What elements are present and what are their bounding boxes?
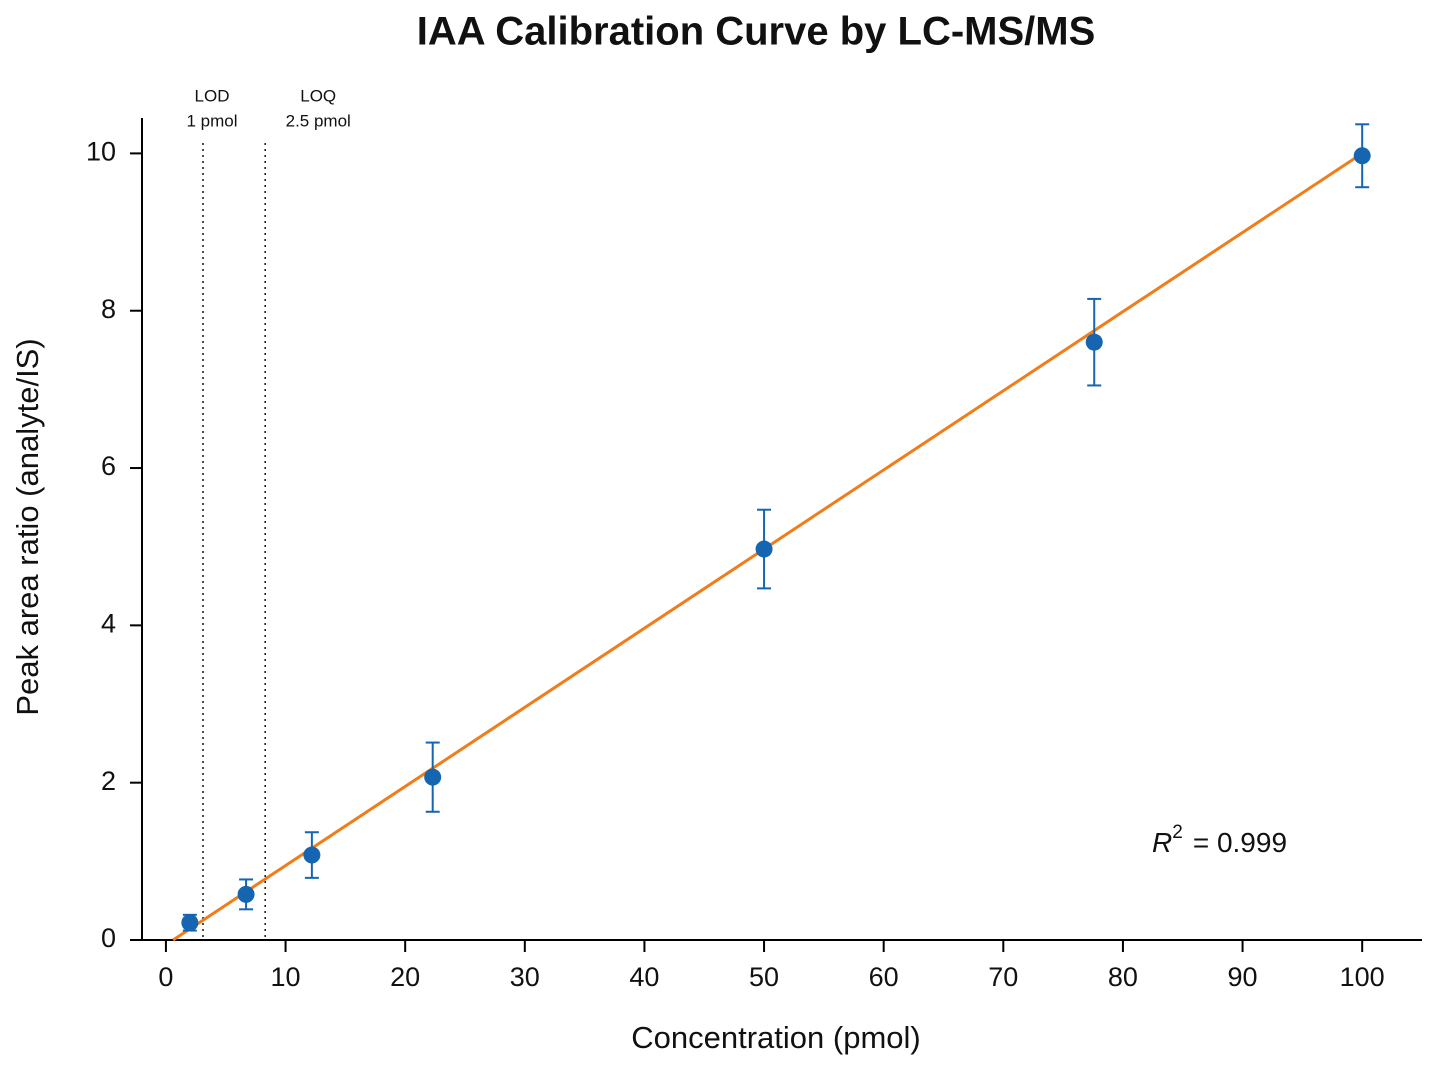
x-tick-label: 20 — [390, 962, 420, 992]
y-tick-label: 2 — [101, 766, 116, 796]
data-point — [303, 846, 321, 864]
x-tick-label: 60 — [869, 962, 899, 992]
x-tick-label: 30 — [510, 962, 540, 992]
x-tick-label: 100 — [1340, 962, 1385, 992]
x-tick-label: 40 — [629, 962, 659, 992]
r-power: 2 — [1172, 822, 1183, 843]
y-tick-label: 6 — [101, 451, 116, 481]
x-tick-label: 90 — [1228, 962, 1258, 992]
limit-value: 2.5 pmol — [286, 111, 351, 130]
data-point — [237, 885, 255, 903]
x-tick-label: 0 — [158, 962, 173, 992]
data-point — [1353, 147, 1371, 165]
data-point — [755, 540, 773, 558]
x-tick-label: 50 — [749, 962, 779, 992]
data-point — [1085, 333, 1103, 351]
x-tick-label: 70 — [988, 962, 1018, 992]
y-axis-label: Peak area ratio (analyte/IS) — [10, 338, 45, 715]
y-tick-label: 4 — [101, 608, 116, 638]
limit-name: LOD — [195, 86, 230, 105]
data-point — [424, 768, 442, 786]
x-tick-label: 80 — [1108, 962, 1138, 992]
r-symbol: R — [1152, 827, 1172, 858]
x-axis-label: Concentration (pmol) — [631, 1020, 920, 1055]
limit-name: LOQ — [300, 86, 336, 105]
chart-title: IAA Calibration Curve by LC-MS/MS — [417, 10, 1096, 54]
y-tick-label: 0 — [101, 923, 116, 953]
limit-value: 1 pmol — [186, 111, 237, 130]
y-tick-label: 10 — [86, 137, 116, 167]
r-squared: R2 = 0.999 — [1152, 822, 1287, 858]
r-value: = 0.999 — [1193, 827, 1287, 858]
data-point — [181, 914, 199, 932]
y-tick-label: 8 — [101, 294, 116, 324]
x-tick-label: 10 — [271, 962, 301, 992]
